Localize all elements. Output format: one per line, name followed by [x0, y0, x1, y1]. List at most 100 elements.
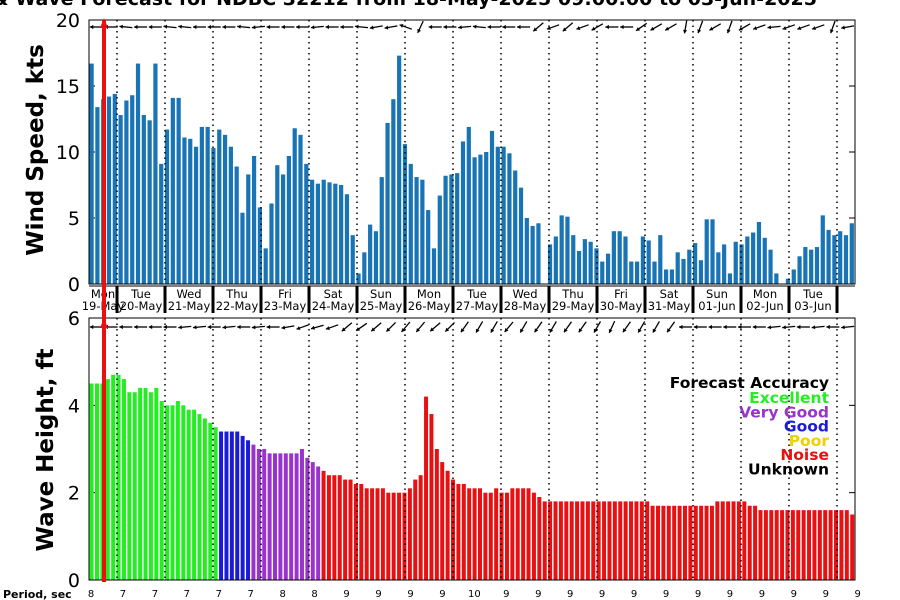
wind-bar	[240, 212, 245, 284]
wind-direction-arrowhead	[738, 26, 743, 31]
legend-item: Poor	[789, 432, 830, 450]
wave-bar	[283, 453, 288, 580]
wave-bar	[677, 505, 682, 580]
wave-bar	[585, 501, 590, 580]
wind-bar	[849, 223, 854, 284]
wave-direction-arrowhead	[578, 328, 583, 333]
wave-bar	[850, 514, 855, 580]
wind-bar	[687, 249, 692, 284]
wind-bar	[176, 97, 181, 284]
wave-direction-arrowhead	[504, 328, 509, 332]
period-label: 7	[120, 589, 126, 600]
wind-bar	[199, 126, 204, 284]
wind-bar	[443, 175, 448, 284]
wave-bar	[526, 488, 531, 580]
wave-bar	[240, 435, 245, 580]
wave-direction-arrowhead	[222, 325, 227, 330]
wave-bar	[467, 488, 472, 580]
wave-bar	[564, 501, 569, 580]
wave-direction-arrowhead	[386, 327, 391, 332]
wind-bar	[275, 165, 280, 284]
wind-direction-arrowhead	[726, 29, 731, 34]
wave-bar	[213, 427, 218, 580]
wind-bar	[524, 218, 529, 284]
wind-bar	[791, 269, 796, 284]
wind-bar	[664, 269, 669, 284]
wave-bar	[472, 488, 477, 580]
period-axis-label: Period, sec	[3, 588, 72, 600]
wind-bar	[843, 235, 849, 284]
wave-bar	[537, 497, 542, 580]
wind-bar	[803, 247, 808, 284]
day-name-label: Sun	[370, 287, 392, 301]
period-label: 9	[791, 589, 797, 600]
wave-direction-arrowhead	[782, 325, 786, 330]
wave-direction-arrowhead	[564, 328, 568, 333]
wave-direction-arrowhead	[430, 327, 435, 332]
wind-direction-arrowhead	[428, 24, 433, 30]
wave-bar	[682, 505, 687, 580]
wave-bar	[785, 510, 790, 580]
wave-bar	[634, 501, 639, 580]
wave-direction-arrowhead	[667, 328, 671, 333]
wave-direction-arrowhead	[520, 328, 524, 333]
wave-bar	[607, 501, 612, 580]
day-name-label: Sat	[660, 287, 679, 301]
wave-bar	[790, 510, 795, 580]
wind-direction-arrowhead	[709, 26, 714, 31]
wind-direction-arrowhead	[417, 28, 421, 33]
wind-y-tick-label: 20	[56, 10, 80, 32]
wind-y-tick-label: 10	[56, 142, 80, 164]
wave-bar	[267, 453, 272, 580]
wind-bar	[756, 221, 762, 284]
wave-bar	[192, 409, 197, 580]
wind-bar	[339, 185, 344, 284]
wave-bar	[219, 431, 224, 580]
wind-bar	[222, 134, 228, 284]
wave-bar	[116, 374, 121, 580]
wave-bar	[672, 505, 677, 580]
wave-bar	[504, 492, 509, 580]
legend-item: Very Good	[739, 403, 829, 421]
wind-bar	[95, 107, 100, 285]
wind-bar	[675, 252, 680, 284]
wave-bar	[758, 510, 763, 580]
wind-bar	[408, 163, 413, 284]
period-label: 7	[184, 589, 190, 600]
wind-bar	[611, 231, 616, 284]
wave-bar	[278, 453, 283, 580]
wind-bar	[739, 244, 744, 284]
wave-bar	[709, 505, 714, 580]
wind-bar	[582, 239, 587, 284]
wind-direction-arrowhead	[605, 24, 609, 30]
wind-bar	[762, 237, 767, 284]
legend-item: Noise	[780, 446, 829, 464]
wind-bar	[629, 261, 634, 284]
wave-bar	[499, 492, 504, 580]
day-date-label: 28-May	[504, 299, 547, 313]
wind-direction-arrowhead	[620, 24, 624, 30]
wind-bar	[722, 244, 727, 284]
wave-bar	[262, 449, 267, 580]
wave-bar	[801, 510, 806, 580]
day-name-label: Thu	[561, 287, 584, 301]
wind-bar	[315, 183, 321, 284]
wind-bar	[693, 243, 698, 284]
wind-bar	[553, 236, 558, 284]
day-date-label: 21-May	[168, 299, 211, 313]
period-label: 7	[248, 589, 254, 600]
wave-direction-arrowhead	[593, 328, 598, 333]
wind-direction-arrowhead	[487, 24, 491, 30]
legend-item: Unknown	[748, 461, 829, 479]
wind-bar	[130, 95, 135, 285]
wind-direction-arrowhead	[636, 27, 641, 31]
wave-bar	[154, 387, 159, 580]
wind-bar	[449, 174, 454, 284]
wind-bar	[727, 273, 733, 284]
wind-direction-arrowhead	[207, 24, 212, 30]
wave-bar	[645, 501, 650, 580]
wave-bar	[445, 470, 450, 580]
chart-title: & Wave Forecast for NDBC 32212 from 18-M…	[0, 0, 817, 10]
wind-bar	[617, 231, 622, 284]
